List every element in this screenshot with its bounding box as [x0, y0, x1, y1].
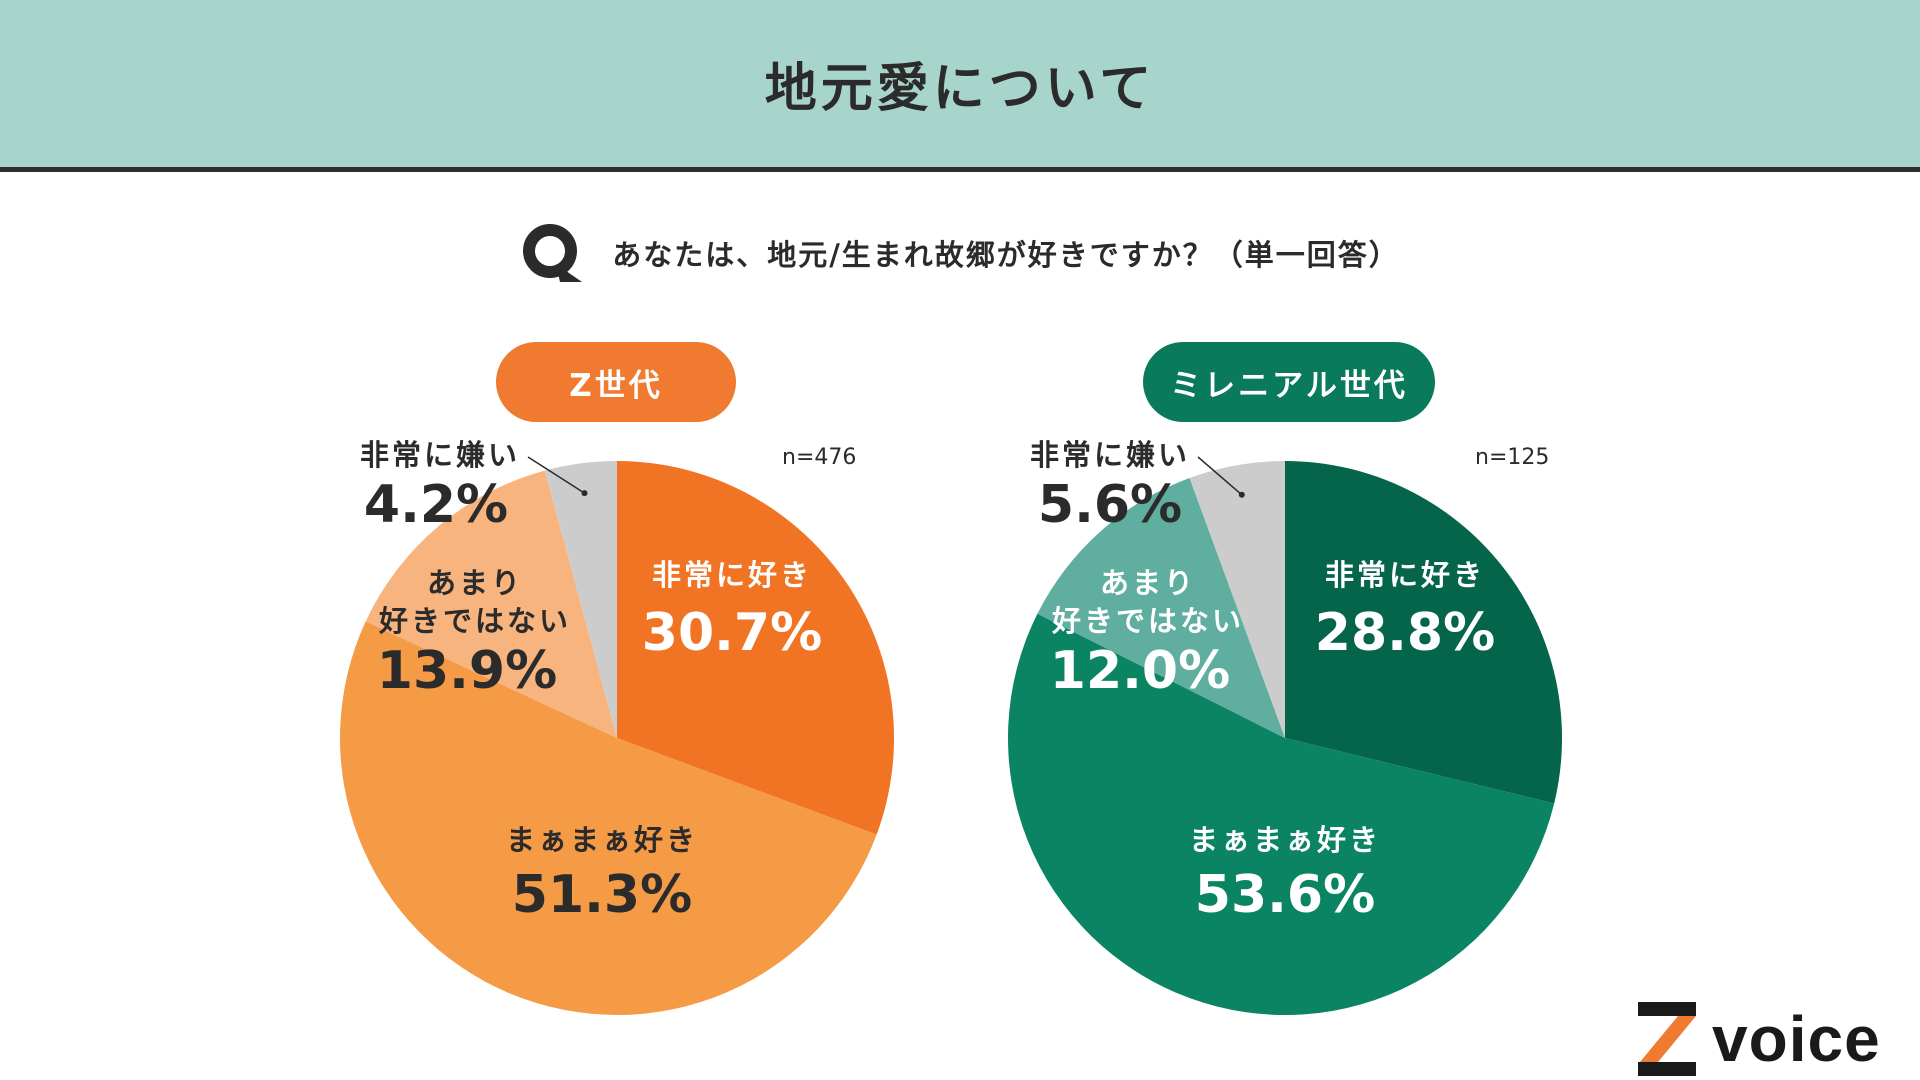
page-header: 地元愛について [0, 0, 1920, 172]
pie-slice-0-very-dislike [544, 461, 617, 738]
slice-value-0-somewhat-like: 51.3% [512, 865, 692, 925]
pie-slice-1-very-like [1285, 461, 1562, 804]
slice-label-1-very-dislike: 非常に嫌い [1030, 438, 1190, 472]
slice-value-1-very-like: 28.8% [1315, 603, 1495, 663]
q-icon [523, 224, 583, 282]
slice-label-0-not-much: あまり好きではない [378, 566, 571, 638]
pie-slice-0-somewhat-like [339, 621, 877, 1016]
pie-slice-1-very-dislike [1189, 461, 1285, 738]
slice-value-0-very-dislike: 4.2% [364, 475, 508, 535]
page-title: 地元愛について [764, 59, 1156, 119]
callout-dot-1 [1238, 491, 1245, 498]
slice-value-1-not-much: 12.0% [1050, 641, 1230, 701]
callout-line-0 [527, 456, 585, 494]
zvoice-logo: voice [1636, 1000, 1881, 1078]
pie-slice-0-very-like [617, 461, 894, 835]
slice-label-1-not-much: あまり好きではない [1051, 566, 1244, 638]
callout-line-1 [1197, 456, 1243, 496]
slice-label-0-very-like: 非常に好き [652, 558, 812, 592]
chart-title-gen-z: Z世代 [496, 342, 736, 422]
slice-label-1-very-like: 非常に好き [1325, 558, 1485, 592]
z-logo-icon [1638, 1002, 1696, 1076]
slice-label-1-somewhat-like: まぁまぁ好き [1189, 823, 1381, 857]
slice-label-0-somewhat-like: まぁまぁ好き [506, 823, 698, 857]
chart-title-millennial: ミレニアル世代 [1143, 342, 1435, 422]
pie-slice-1-not-much [1037, 477, 1285, 738]
slice-value-0-very-like: 30.7% [642, 603, 822, 663]
slice-value-1-somewhat-like: 53.6% [1195, 865, 1375, 925]
slice-value-0-not-much: 13.9% [377, 641, 557, 701]
callout-dot-0 [581, 490, 588, 497]
pie-slice-0-not-much [365, 470, 617, 738]
slice-value-1-very-dislike: 5.6% [1038, 475, 1182, 535]
sample-size-millennial: n=125 [1475, 445, 1550, 470]
pie-slice-1-somewhat-like [1007, 613, 1555, 1016]
logo-text: voice [1712, 1003, 1881, 1075]
slice-label-0-very-dislike: 非常に嫌い [360, 438, 520, 472]
sample-size-gen-z: n=476 [782, 445, 857, 470]
question-row: あなたは、地元/生まれ故郷が好きですか？（単一回答） [0, 222, 1920, 284]
question-text: あなたは、地元/生まれ故郷が好きですか？（単一回答） [612, 238, 1400, 272]
